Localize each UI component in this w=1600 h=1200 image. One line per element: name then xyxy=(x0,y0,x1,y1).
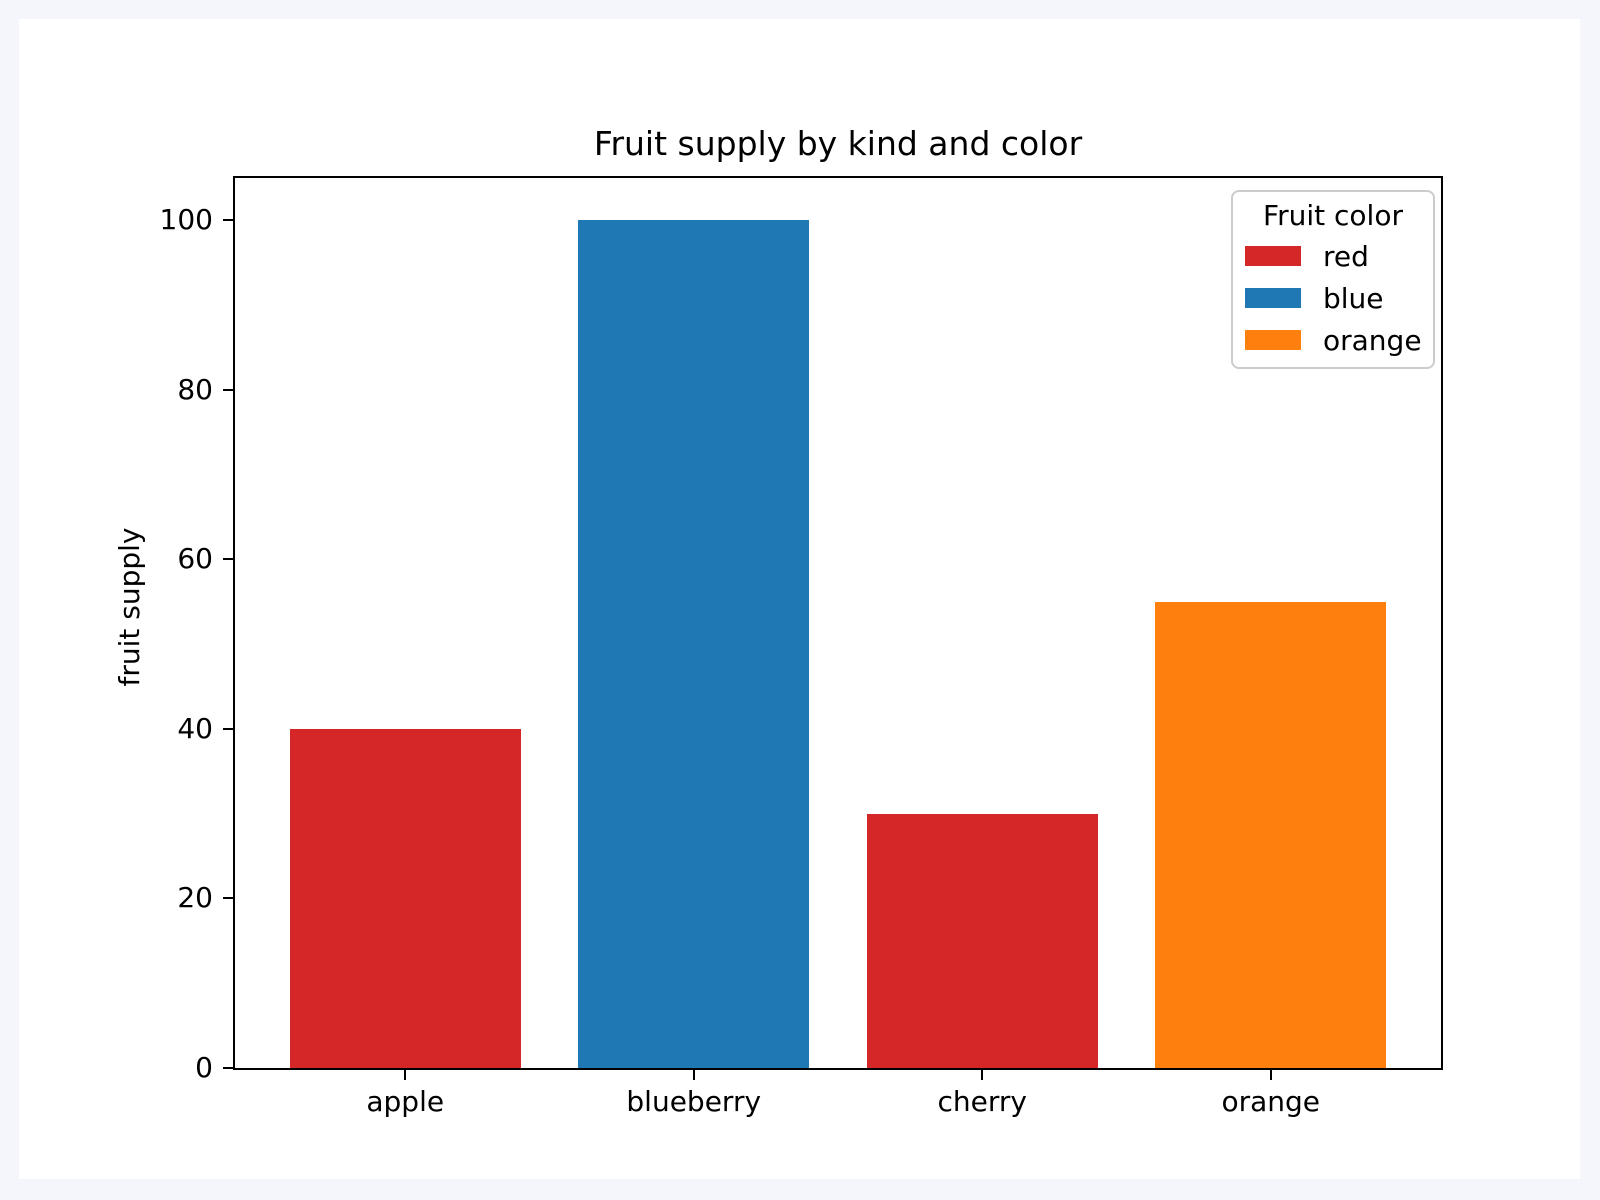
y-tick-label-20: 20 xyxy=(177,881,213,915)
legend-label-orange: orange xyxy=(1323,323,1422,357)
y-tick-mark-40 xyxy=(223,727,233,730)
y-tick-label-80: 80 xyxy=(177,372,213,406)
bar-apple xyxy=(289,728,521,1068)
legend-entry-orange: orange xyxy=(1233,319,1433,361)
y-tick-mark-0 xyxy=(223,1067,233,1069)
x-tick-label-blueberry: blueberry xyxy=(626,1085,762,1118)
x-tick-mark-cherry xyxy=(981,1070,984,1080)
y-tick-mark-20 xyxy=(223,897,233,900)
plot-area: 0 20 40 60 80 100 apple blueberry cherry orange … xyxy=(160,176,1443,1118)
bar-blueberry xyxy=(578,220,810,1068)
legend-title: Fruit color xyxy=(1263,199,1403,232)
legend-swatch-red xyxy=(1245,246,1301,266)
legend-label-blue: blue xyxy=(1323,281,1384,315)
bar-cherry xyxy=(866,813,1098,1068)
chart-title: Fruit supply by kind and color xyxy=(593,124,1083,163)
x-tick-mark-orange xyxy=(1269,1070,1272,1080)
legend: Fruit color red blue orange xyxy=(1231,190,1435,369)
legend-swatch-orange xyxy=(1245,330,1301,350)
legend-swatch-blue xyxy=(1245,288,1301,308)
x-tick-label-orange: orange xyxy=(1221,1085,1321,1118)
legend-entries: red blue orange xyxy=(1233,235,1433,361)
y-tick-mark-80 xyxy=(223,388,233,391)
y-tick-label-60: 60 xyxy=(177,542,213,576)
y-tick-label-0: 0 xyxy=(195,1051,213,1084)
y-tick-label-100: 100 xyxy=(159,203,213,237)
y-tick-mark-60 xyxy=(223,558,233,561)
legend-entry-red: red xyxy=(1233,235,1433,277)
x-tick-mark-apple xyxy=(404,1070,407,1080)
bar-orange xyxy=(1155,601,1387,1068)
y-tick-mark-100 xyxy=(223,219,233,222)
x-tick-label-apple: apple xyxy=(366,1085,445,1118)
legend-entry-blue: blue xyxy=(1233,277,1433,319)
y-tick-label-40: 40 xyxy=(177,711,213,745)
chart-figure: Fruit supply by kind and color fruit sup… xyxy=(19,19,1580,1179)
x-tick-label-cherry: cherry xyxy=(937,1085,1027,1118)
x-tick-mark-blueberry xyxy=(692,1070,695,1080)
legend-label-red: red xyxy=(1323,239,1369,273)
